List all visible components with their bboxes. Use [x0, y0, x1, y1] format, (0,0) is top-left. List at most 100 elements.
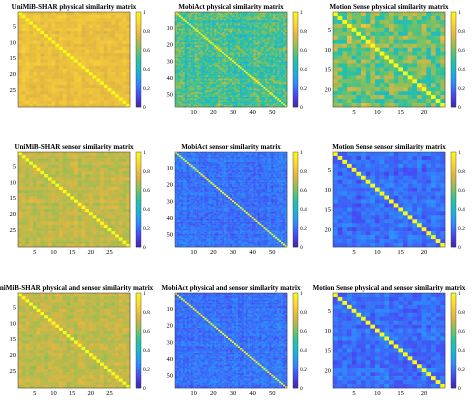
heatmap-cell: [180, 42, 184, 44]
heatmap-cell: [228, 82, 231, 84]
heatmap-cell: [245, 98, 248, 101]
heatmap-cell: [18, 27, 22, 32]
heatmap-cell: [200, 13, 203, 16]
heatmap-cell: [255, 58, 258, 61]
heatmap-cell: [261, 57, 264, 59]
heatmap-cell: [263, 52, 266, 54]
heatmap-cell: [249, 83, 252, 86]
heatmap-cell: [51, 100, 56, 105]
heatmap-cell: [40, 91, 45, 95]
heatmap-cell: [198, 23, 201, 26]
colorbar-segment: [451, 57, 456, 60]
heatmap-cell: [210, 13, 213, 16]
heatmap-cell: [88, 158, 93, 162]
heatmap-cell: [263, 98, 266, 101]
heatmap-cell: [182, 68, 186, 71]
heatmap-cell: [285, 57, 288, 59]
heatmap-cell: [66, 43, 71, 48]
heatmap-cell: [412, 31, 418, 36]
heatmap-cell: [176, 15, 180, 18]
heatmap-cell: [342, 35, 348, 40]
heatmap-cell: [379, 43, 385, 48]
heatmap-cell: [36, 88, 41, 92]
heatmap-cell: [206, 62, 209, 64]
heatmap-cell: [218, 67, 221, 69]
heatmap-cell: [74, 37, 78, 41]
heatmap-cell: [190, 42, 193, 44]
heatmap-cell: [384, 19, 390, 25]
colorbar-segment: [136, 54, 141, 58]
heatmap-cell: [103, 12, 108, 16]
heatmap-cell: [237, 15, 241, 18]
heatmap-cell: [233, 12, 237, 14]
heatmap-cell: [188, 30, 191, 33]
heatmap-cell: [220, 93, 223, 96]
heatmap-cell: [210, 12, 213, 14]
heatmap-cell: [265, 13, 268, 16]
heatmap-cell: [74, 97, 78, 101]
heatmap-cell: [176, 12, 180, 14]
heatmap-cell: [118, 91, 123, 95]
heatmap-cell: [178, 95, 182, 98]
heatmap-cell: [198, 12, 201, 14]
heatmap-cell: [178, 50, 182, 53]
heatmap-cell: [118, 15, 123, 19]
heatmap-cell: [283, 82, 286, 84]
heatmap-cell: [175, 53, 178, 56]
heatmap-cell: [243, 103, 246, 106]
heatmap-cell: [210, 68, 213, 71]
heatmap-cell: [228, 85, 231, 88]
heatmap-cell: [196, 25, 199, 28]
colorbar-segment: [136, 78, 141, 82]
heatmap-cell: [255, 102, 258, 104]
heatmap-cell: [235, 27, 239, 29]
heatmap-cell: [32, 62, 37, 67]
heatmap-cell: [176, 18, 180, 21]
heatmap-cell: [257, 25, 260, 28]
heatmap-cell: [283, 95, 286, 98]
heatmap-cell: [347, 79, 352, 84]
heatmap-cell: [44, 37, 49, 41]
heatmap-cell: [192, 55, 195, 58]
heatmap-cell: [198, 98, 201, 101]
heatmap-cell: [279, 40, 282, 43]
heatmap-cell: [21, 56, 26, 60]
heatmap-cell: [237, 58, 241, 61]
heatmap-cell: [208, 92, 211, 94]
heatmap-cell: [85, 56, 90, 60]
heatmap-cell: [92, 94, 97, 98]
heatmap-cell: [81, 94, 86, 98]
heatmap-cell: [275, 58, 278, 61]
heatmap-cell: [237, 40, 241, 43]
heatmap-cell: [218, 27, 221, 29]
heatmap-cell: [347, 99, 352, 104]
heatmap-cell: [210, 72, 213, 74]
heatmap-cell: [281, 80, 284, 83]
heatmap-cell: [107, 50, 112, 54]
heatmap-cell: [122, 69, 127, 73]
heatmap-cell: [285, 87, 288, 89]
heatmap-cell: [88, 94, 93, 98]
heatmap-cell: [122, 152, 127, 156]
heatmap-cell: [265, 80, 268, 83]
heatmap-cell: [233, 42, 237, 44]
heatmap-cell: [342, 71, 348, 76]
heatmap-cell: [249, 22, 252, 24]
heatmap-cell: [222, 80, 225, 83]
heatmap-cell: [126, 24, 131, 29]
heatmap-cell: [190, 32, 193, 34]
heatmap-cell: [261, 95, 264, 98]
heatmap-cell: [426, 43, 432, 48]
heatmap-cell: [208, 87, 211, 89]
heatmap-cell: [210, 38, 213, 41]
heatmap-cell: [235, 68, 239, 71]
colorbar-segment: [451, 42, 456, 46]
heatmap-cell: [188, 40, 191, 43]
heatmap-cell: [18, 12, 22, 16]
heatmap-cell: [275, 50, 278, 53]
heatmap-cell: [249, 42, 252, 44]
heatmap-cell: [265, 77, 268, 79]
heatmap-cell: [220, 37, 223, 39]
heatmap-cell: [176, 68, 180, 71]
heatmap-cell: [253, 45, 256, 48]
